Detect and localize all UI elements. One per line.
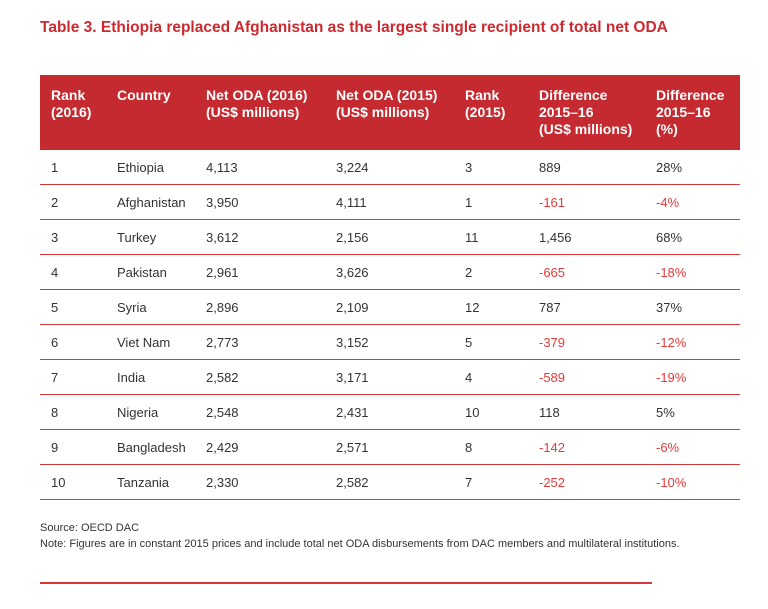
cell-net-oda-2016: 2,773 (195, 324, 325, 360)
header-rank-2015: Rank (2015) (465, 87, 506, 120)
cell-difference-usd: -665 (528, 254, 645, 290)
table-row: 6 Viet Nam 2,773 3,152 5 -379 -12% (40, 324, 740, 360)
cell-difference-pct: -6% (645, 429, 740, 465)
cell-net-oda-2016: 2,429 (195, 429, 325, 465)
table-row: 2 Afghanistan 3,950 4,111 1 -161 -4% (40, 184, 740, 220)
cell-difference-usd: -161 (528, 184, 645, 220)
oda-table: Rank (2016) Country Net ODA (2016) (US$ … (40, 75, 740, 500)
cell-rank-2016: 2 (40, 184, 106, 220)
cell-net-oda-2016: 2,548 (195, 394, 325, 430)
cell-net-oda-2015: 2,109 (325, 289, 454, 325)
cell-difference-usd: -379 (528, 324, 645, 360)
bottom-divider (40, 582, 652, 584)
cell-difference-usd: -589 (528, 359, 645, 395)
cell-country: Viet Nam (106, 324, 195, 360)
cell-difference-pct: 68% (645, 219, 740, 255)
cell-rank-2015: 1 (454, 184, 528, 220)
cell-country: Afghanistan (106, 184, 195, 220)
table-row: 7 India 2,582 3,171 4 -589 -19% (40, 359, 740, 395)
cell-difference-usd: -142 (528, 429, 645, 465)
cell-difference-pct: -19% (645, 359, 740, 395)
header-difference-pct: Difference 2015–16 (%) (656, 87, 725, 137)
header-rank-2016: Rank (2016) (51, 87, 92, 120)
source-note: Source: OECD DAC Note: Figures are in co… (40, 520, 680, 552)
cell-net-oda-2016: 2,961 (195, 254, 325, 290)
cell-difference-pct: 37% (645, 289, 740, 325)
cell-net-oda-2016: 3,612 (195, 219, 325, 255)
cell-rank-2015: 7 (454, 464, 528, 500)
table-title: Table 3. Ethiopia replaced Afghanistan a… (40, 19, 668, 36)
cell-net-oda-2015: 2,431 (325, 394, 454, 430)
cell-rank-2015: 5 (454, 324, 528, 360)
cell-rank-2016: 10 (40, 464, 106, 500)
table-row: 3 Turkey 3,612 2,156 11 1,456 68% (40, 219, 740, 255)
cell-country: Nigeria (106, 394, 195, 430)
cell-net-oda-2016: 3,950 (195, 184, 325, 220)
cell-country: Ethiopia (106, 150, 195, 185)
cell-net-oda-2016: 2,896 (195, 289, 325, 325)
cell-country: Bangladesh (106, 429, 195, 465)
cell-difference-pct: -4% (645, 184, 740, 220)
cell-country: Pakistan (106, 254, 195, 290)
cell-rank-2016: 6 (40, 324, 106, 360)
cell-rank-2016: 3 (40, 219, 106, 255)
cell-net-oda-2015: 3,626 (325, 254, 454, 290)
table-row: 4 Pakistan 2,961 3,626 2 -665 -18% (40, 254, 740, 290)
cell-country: Turkey (106, 219, 195, 255)
cell-difference-pct: -10% (645, 464, 740, 500)
cell-rank-2016: 8 (40, 394, 106, 430)
cell-difference-usd: 1,456 (528, 219, 645, 255)
header-country: Country (117, 87, 171, 103)
cell-rank-2016: 7 (40, 359, 106, 395)
cell-rank-2016: 5 (40, 289, 106, 325)
header-net-oda-2016: Net ODA (2016) (US$ millions) (206, 87, 308, 120)
cell-difference-pct: -12% (645, 324, 740, 360)
cell-net-oda-2015: 3,171 (325, 359, 454, 395)
cell-net-oda-2016: 2,582 (195, 359, 325, 395)
cell-country: Tanzania (106, 464, 195, 500)
cell-net-oda-2016: 4,113 (195, 150, 325, 185)
cell-difference-usd: -252 (528, 464, 645, 500)
cell-difference-usd: 787 (528, 289, 645, 325)
cell-rank-2016: 9 (40, 429, 106, 465)
cell-difference-pct: 5% (645, 394, 740, 430)
cell-rank-2015: 12 (454, 289, 528, 325)
cell-net-oda-2015: 3,224 (325, 150, 454, 185)
table-row: 9 Bangladesh 2,429 2,571 8 -142 -6% (40, 429, 740, 465)
table-row: 5 Syria 2,896 2,109 12 787 37% (40, 289, 740, 325)
cell-rank-2015: 2 (454, 254, 528, 290)
cell-net-oda-2015: 3,152 (325, 324, 454, 360)
cell-country: Syria (106, 289, 195, 325)
header-net-oda-2015: Net ODA (2015) (US$ millions) (336, 87, 438, 120)
cell-net-oda-2015: 2,571 (325, 429, 454, 465)
table-header-row: Rank (2016) Country Net ODA (2016) (US$ … (40, 75, 740, 150)
cell-net-oda-2015: 2,582 (325, 464, 454, 500)
table-row: 8 Nigeria 2,548 2,431 10 118 5% (40, 394, 740, 430)
cell-rank-2015: 3 (454, 150, 528, 185)
cell-difference-usd: 889 (528, 150, 645, 185)
table-row: 1 Ethiopia 4,113 3,224 3 889 28% (40, 150, 740, 185)
note-line: Note: Figures are in constant 2015 price… (40, 538, 680, 550)
cell-rank-2016: 4 (40, 254, 106, 290)
cell-net-oda-2016: 2,330 (195, 464, 325, 500)
cell-rank-2015: 8 (454, 429, 528, 465)
cell-difference-usd: 118 (528, 394, 645, 430)
cell-rank-2015: 11 (454, 219, 528, 255)
cell-rank-2015: 10 (454, 394, 528, 430)
cell-difference-pct: -18% (645, 254, 740, 290)
header-difference-usd: Difference 2015–16 (US$ millions) (539, 87, 633, 137)
cell-net-oda-2015: 4,111 (325, 184, 454, 220)
cell-rank-2016: 1 (40, 150, 106, 185)
table-row: 10 Tanzania 2,330 2,582 7 -252 -10% (40, 464, 740, 500)
cell-net-oda-2015: 2,156 (325, 219, 454, 255)
source-line: Source: OECD DAC (40, 522, 140, 534)
cell-rank-2015: 4 (454, 359, 528, 395)
cell-country: India (106, 359, 195, 395)
cell-difference-pct: 28% (645, 150, 740, 185)
